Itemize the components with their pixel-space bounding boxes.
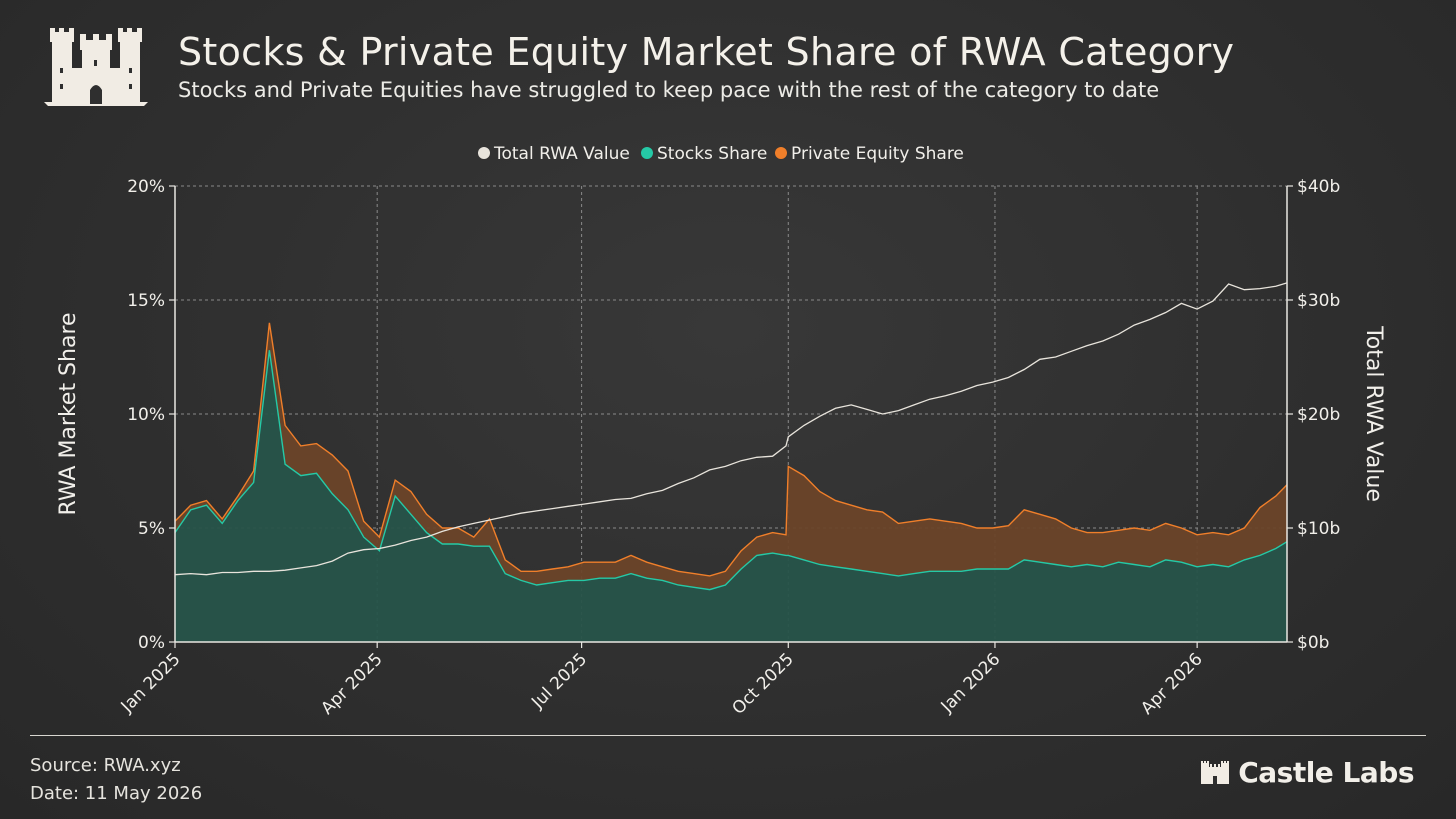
chart-subtitle: Stocks and Private Equities have struggl… bbox=[178, 78, 1160, 102]
legend-marker bbox=[641, 147, 653, 159]
legend-marker bbox=[478, 147, 490, 159]
total-rwa-line bbox=[174, 282, 1288, 576]
source-text: Source: RWA.xyz bbox=[30, 755, 181, 776]
castle-icon bbox=[1201, 760, 1230, 784]
legend-label: Stocks Share bbox=[657, 144, 767, 164]
legend-marker bbox=[775, 147, 787, 159]
private-equity-line bbox=[174, 322, 1288, 577]
y-left-tick-label: 0% bbox=[138, 633, 165, 653]
brand-logo: Castle Labs bbox=[1200, 756, 1414, 789]
y-left-axis-title: RWA Market Share bbox=[56, 312, 81, 515]
castle-icon bbox=[44, 28, 148, 106]
footer-divider bbox=[30, 735, 1426, 736]
y-left-tick-label: 10% bbox=[127, 405, 165, 425]
y-right-axis-title: Total RWA Value bbox=[1361, 325, 1386, 502]
y-right-tick-label: $10b bbox=[1297, 519, 1340, 539]
x-tick-label: Jan 2026 bbox=[937, 649, 1005, 717]
stocks-line bbox=[174, 350, 1288, 591]
x-tick-label: Jul 2025 bbox=[527, 649, 591, 713]
x-tick-label: Apr 2026 bbox=[1137, 649, 1206, 718]
x-tick-label: Apr 2025 bbox=[317, 649, 386, 718]
y-right-tick-label: $30b bbox=[1297, 291, 1340, 311]
legend-label: Total RWA Value bbox=[493, 144, 630, 164]
x-tick-label: Jan 2025 bbox=[117, 649, 185, 717]
legend-label: Private Equity Share bbox=[791, 144, 964, 164]
footer-source-block: Source: RWA.xyz Date: 11 May 2026 bbox=[30, 752, 202, 808]
y-left-tick-label: 5% bbox=[138, 519, 165, 539]
brand-name: Castle Labs bbox=[1238, 756, 1414, 789]
date-text: Date: 11 May 2026 bbox=[30, 783, 203, 804]
y-right-tick-label: $20b bbox=[1297, 405, 1340, 425]
y-left-tick-label: 20% bbox=[127, 177, 165, 197]
y-left-tick-label: 15% bbox=[127, 291, 165, 311]
chart-title: Stocks & Private Equity Market Share of … bbox=[178, 30, 1235, 74]
y-right-tick-label: $0b bbox=[1297, 633, 1329, 653]
x-tick-label: Oct 2025 bbox=[728, 649, 797, 718]
y-right-tick-label: $40b bbox=[1297, 177, 1340, 197]
